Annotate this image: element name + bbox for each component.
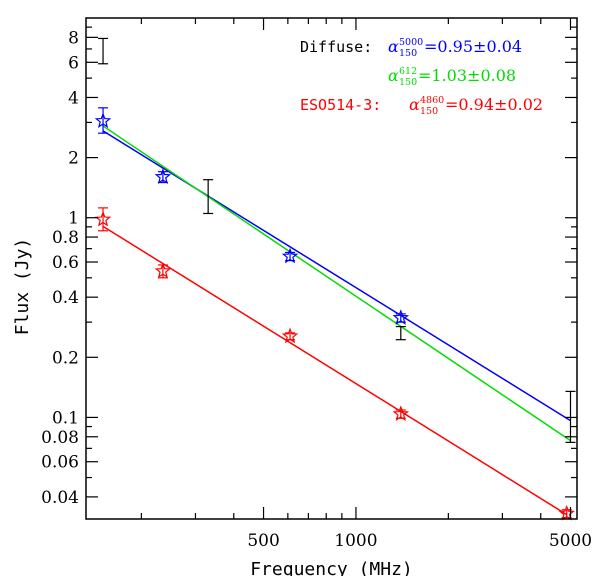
star-marker bbox=[392, 309, 410, 325]
annotation-sup: 612 bbox=[399, 66, 417, 77]
annotation-sub: 150 bbox=[399, 77, 417, 88]
y-tick-label: 0.2 bbox=[52, 348, 79, 368]
x-tick-label: 1000 bbox=[334, 531, 377, 551]
y-tick-label: 4 bbox=[68, 88, 79, 108]
tick-labels: 500 1000 5000 0.04 0.06 0.080.1 0.2 0.4 0.6 0.81 2… bbox=[41, 28, 592, 551]
y-tick-label: 2 bbox=[68, 149, 79, 169]
star-marker bbox=[558, 504, 575, 521]
star-marker bbox=[94, 112, 112, 128]
annotation-diffuse-5000: Diffuse: α 5000 150 =0.95±0.04 bbox=[300, 37, 522, 59]
star-marker bbox=[154, 262, 172, 279]
annotation-diffuse-612: α 612 150 =1.03±0.08 bbox=[388, 66, 516, 88]
y-tick-label: 0.4 bbox=[52, 288, 79, 308]
annotation-label: Diffuse: bbox=[300, 38, 372, 56]
y-tick-label: 0.08 bbox=[41, 428, 79, 448]
star-marker bbox=[281, 327, 299, 344]
annotation-sup: 4860 bbox=[420, 95, 444, 106]
y-tick-label: 0.1 bbox=[52, 408, 79, 428]
annotation-value: =1.03±0.08 bbox=[418, 66, 516, 85]
annotation-sub: 150 bbox=[399, 48, 417, 59]
y-tick-label: 0.04 bbox=[41, 488, 79, 508]
annotation-symbol: α bbox=[388, 66, 399, 85]
fit-line bbox=[102, 125, 571, 442]
annotation-symbol: α bbox=[409, 95, 420, 114]
star-marker bbox=[281, 247, 299, 264]
y-tick-label: 0.06 bbox=[41, 453, 79, 473]
plot-frame bbox=[85, 17, 578, 520]
fit-lines bbox=[102, 125, 571, 516]
annotation-eso514-3: ESO514-3: α 4860 150 =0.94±0.02 bbox=[300, 95, 543, 117]
star-marker bbox=[94, 210, 112, 227]
annotation-value: =0.94±0.02 bbox=[445, 95, 543, 114]
y-tick-label: 0.6 bbox=[52, 253, 79, 273]
star-marker bbox=[392, 405, 410, 422]
y-tick-label: 6 bbox=[68, 53, 79, 73]
x-tick-label: 500 bbox=[247, 531, 279, 551]
fit-line bbox=[102, 225, 568, 516]
star-marker bbox=[154, 168, 172, 184]
y-tick-label: 8 bbox=[68, 28, 79, 48]
annotation-value: =0.95±0.04 bbox=[424, 37, 522, 56]
annotation-symbol: α bbox=[388, 37, 399, 56]
annotation-label: ESO514-3: bbox=[300, 96, 381, 114]
fit-line bbox=[102, 130, 571, 422]
axis-ticks bbox=[86, 18, 577, 519]
annotation-sub: 150 bbox=[420, 106, 438, 117]
y-tick-label: 1 bbox=[68, 209, 79, 229]
x-axis-label: Frequency (MHz) bbox=[250, 559, 413, 576]
y-tick-label: 0.8 bbox=[52, 228, 79, 248]
x-tick-label: 5000 bbox=[549, 531, 592, 551]
data-markers bbox=[94, 112, 575, 521]
y-axis-label: Flux (Jy) bbox=[12, 238, 33, 336]
annotation-sup: 5000 bbox=[399, 37, 423, 48]
